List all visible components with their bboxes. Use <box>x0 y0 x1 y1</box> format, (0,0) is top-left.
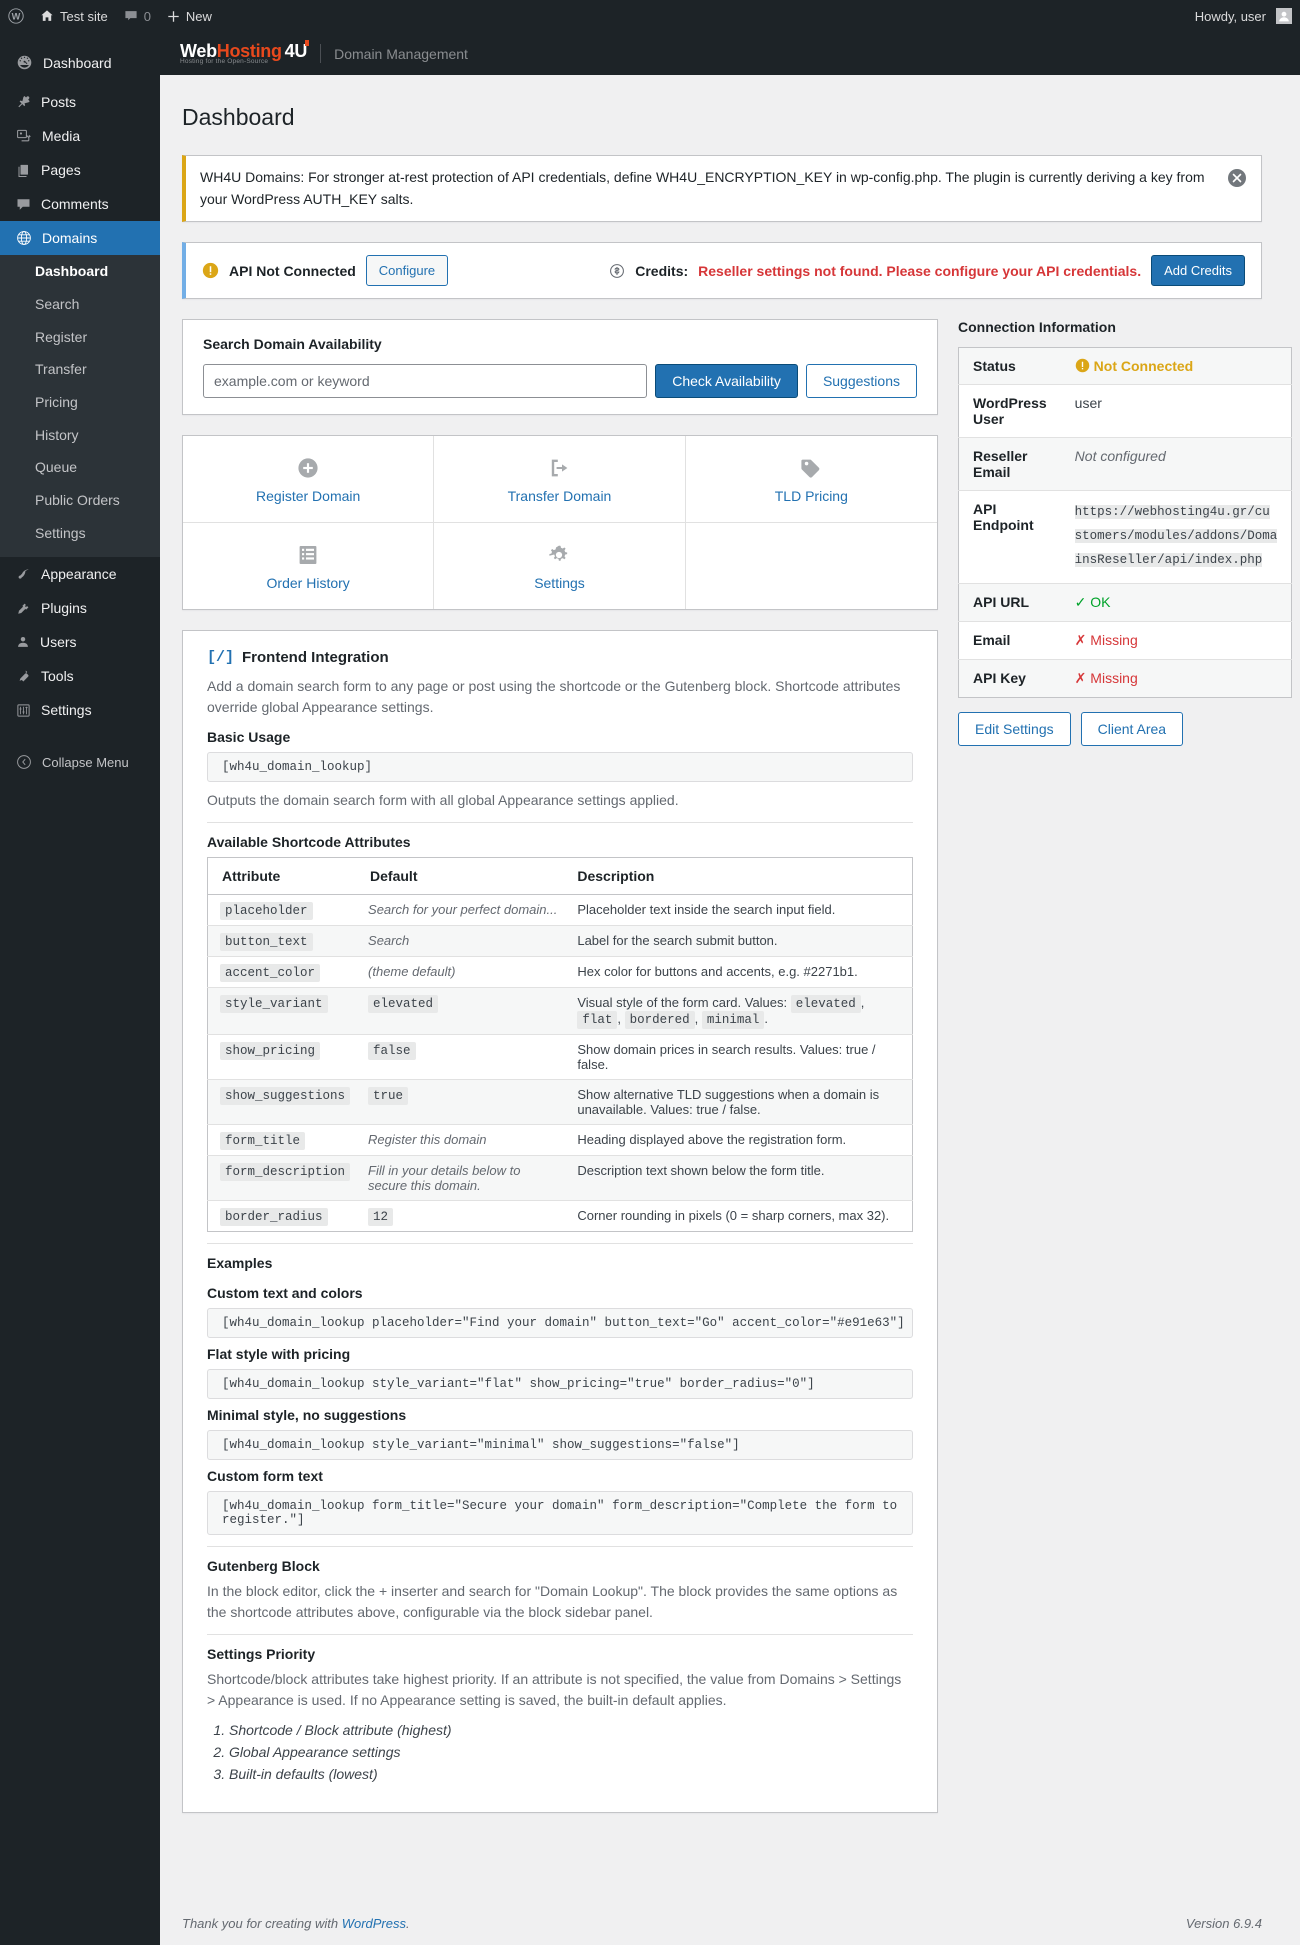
svg-text:W: W <box>12 11 21 21</box>
